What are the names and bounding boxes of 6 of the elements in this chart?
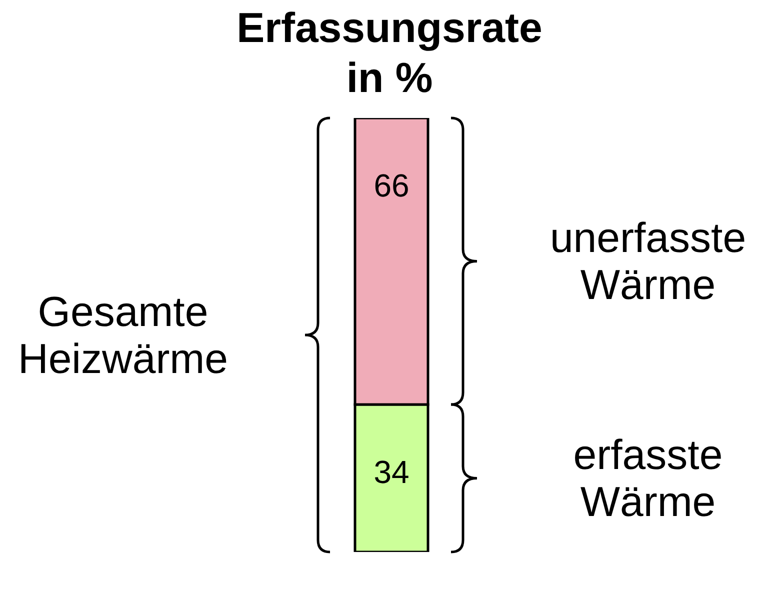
data-label: 66 <box>374 168 410 204</box>
text: erfasste Wärme <box>573 431 723 526</box>
text: Gesamte Heizwärme <box>18 288 228 382</box>
text: unerfasste Wärme <box>550 214 746 308</box>
data-label: 34 <box>374 454 410 490</box>
chart-title: Erfassungsrate in % <box>236 3 544 103</box>
